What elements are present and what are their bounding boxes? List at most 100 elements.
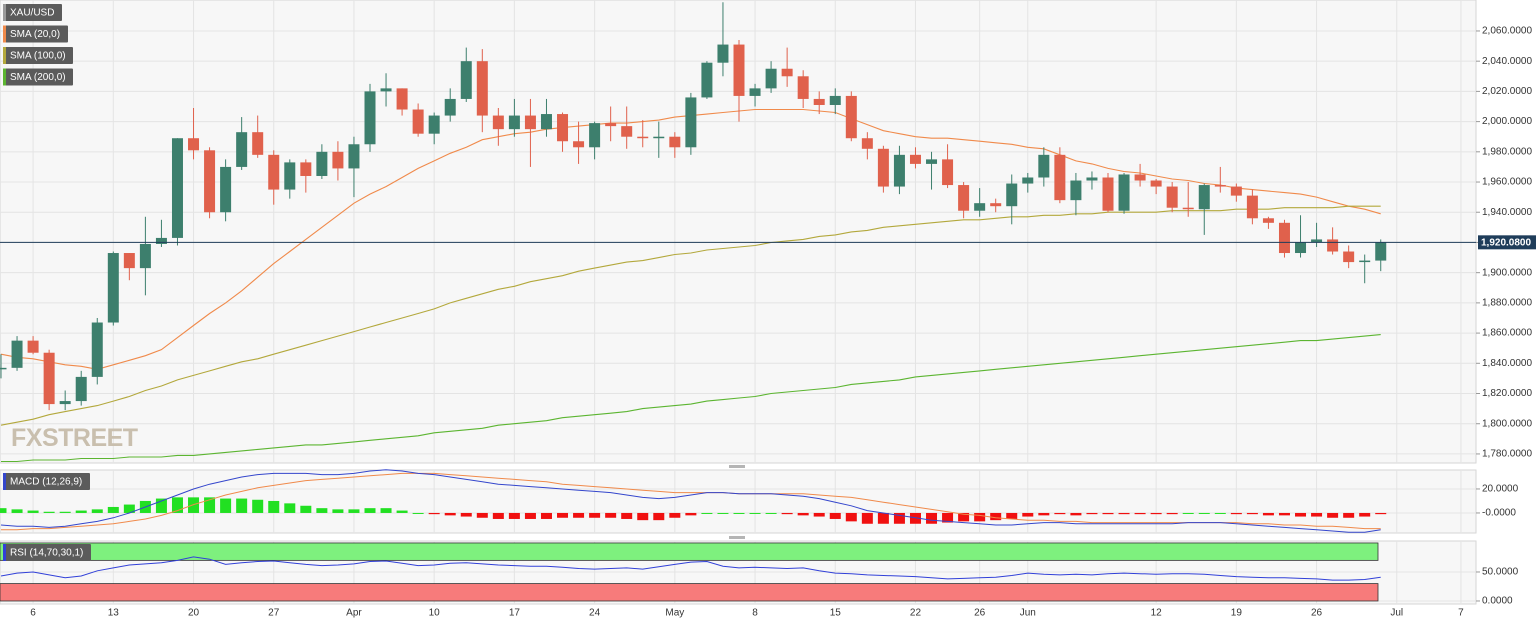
histogram-bar xyxy=(621,512,633,519)
candle-body xyxy=(1214,185,1226,187)
candle-body xyxy=(717,44,729,63)
histogram-bar xyxy=(1278,512,1290,516)
candle-body xyxy=(1166,186,1178,208)
histogram-bar xyxy=(27,510,39,513)
candle-body xyxy=(540,114,552,130)
legend-item-box xyxy=(3,47,73,64)
candle-body xyxy=(123,253,135,269)
candle-body xyxy=(829,95,841,105)
x-tick-label: 7 xyxy=(1458,608,1464,619)
histogram-bar xyxy=(524,512,536,519)
histogram-bar xyxy=(11,509,23,513)
histogram-bar xyxy=(107,506,119,513)
histogram-bar xyxy=(573,512,585,518)
candle-body xyxy=(188,138,200,151)
histogram-bar xyxy=(701,512,713,514)
y-tick-label: -0.0000 xyxy=(1482,508,1516,519)
histogram-bar xyxy=(829,512,841,519)
histogram-bar xyxy=(653,512,665,521)
candle-body xyxy=(942,159,954,186)
candle-body xyxy=(492,115,504,130)
candle-body xyxy=(1054,154,1066,201)
legend-item-stripe xyxy=(3,4,6,21)
last-price-box xyxy=(1478,235,1536,250)
candle-body xyxy=(1070,180,1082,201)
histogram-bar xyxy=(749,512,761,514)
histogram-bar xyxy=(43,511,55,513)
candle-body xyxy=(27,340,39,353)
panel-divider-handle[interactable] xyxy=(729,536,745,539)
histogram-bar xyxy=(1134,512,1146,515)
histogram-bar xyxy=(0,508,7,513)
legend-item-text: SMA (200,0) xyxy=(10,72,66,83)
candle-body xyxy=(1295,242,1307,254)
x-tick-label: 20 xyxy=(188,608,200,619)
y-tick-label: 50.0000 xyxy=(1482,567,1519,578)
candle-body xyxy=(990,203,1002,207)
candle-body xyxy=(813,98,825,105)
candle-body xyxy=(508,115,520,130)
candle-body xyxy=(1343,251,1355,263)
y-tick-label: 1,860.0000 xyxy=(1482,328,1532,339)
x-tick-label: Apr xyxy=(346,608,362,619)
candle-body xyxy=(316,151,328,176)
candle-body xyxy=(75,376,87,402)
candle-body xyxy=(1230,186,1242,196)
legend-item-text: SMA (100,0) xyxy=(10,51,66,62)
candle-body xyxy=(91,322,103,377)
candle-body xyxy=(926,159,938,164)
candle-body xyxy=(1150,180,1162,187)
candle-body xyxy=(877,148,889,187)
candle-body xyxy=(444,98,456,116)
candle-body xyxy=(893,154,905,187)
candle-body xyxy=(1278,222,1290,254)
histogram-bar xyxy=(332,509,344,513)
candle-body xyxy=(845,95,857,139)
candle-body xyxy=(861,138,873,149)
rsi-band xyxy=(0,542,1379,561)
candle-body xyxy=(1182,207,1194,210)
histogram-bar xyxy=(813,512,825,517)
candle-body xyxy=(1102,177,1114,211)
y-tick-label: 2,020.0000 xyxy=(1482,86,1532,97)
histogram-bar xyxy=(428,512,440,515)
y-tick-label: 1,960.0000 xyxy=(1482,177,1532,188)
y-tick-label: 1,820.0000 xyxy=(1482,388,1532,399)
histogram-bar xyxy=(926,512,938,524)
legend-item-box xyxy=(3,25,68,43)
histogram-bar xyxy=(188,497,200,513)
histogram-bar xyxy=(733,512,745,514)
histogram-bar xyxy=(605,512,617,518)
panel-divider-handle[interactable] xyxy=(729,465,745,468)
histogram-bar xyxy=(1295,512,1307,517)
histogram-bar xyxy=(268,500,280,513)
histogram-bar xyxy=(557,512,569,518)
histogram-bar xyxy=(1262,512,1274,516)
candle-body xyxy=(765,68,777,89)
histogram-bar xyxy=(781,512,793,515)
candle-body xyxy=(396,88,408,110)
legend-item-box xyxy=(3,68,73,86)
macd-line xyxy=(0,469,1381,533)
candle-body xyxy=(781,68,793,77)
histogram-bar xyxy=(765,512,777,514)
candle-body xyxy=(59,401,71,405)
histogram-bar xyxy=(236,498,248,513)
histogram-bar xyxy=(861,512,873,524)
histogram-bar xyxy=(1038,512,1050,516)
candle-body xyxy=(43,352,55,405)
histogram-bar xyxy=(492,512,504,519)
candle-body xyxy=(685,97,697,148)
histogram-bar xyxy=(877,512,889,524)
candle-body xyxy=(797,76,809,99)
histogram-bar xyxy=(1214,512,1226,514)
histogram-bar xyxy=(1086,512,1098,515)
histogram-bar xyxy=(155,498,167,513)
rsi-line xyxy=(0,556,1381,581)
candle-body xyxy=(204,150,216,213)
histogram-bar xyxy=(942,512,954,523)
legend-item-text: SMA (20,0) xyxy=(10,29,60,40)
histogram-bar xyxy=(220,498,232,513)
candle-body xyxy=(1022,177,1034,184)
